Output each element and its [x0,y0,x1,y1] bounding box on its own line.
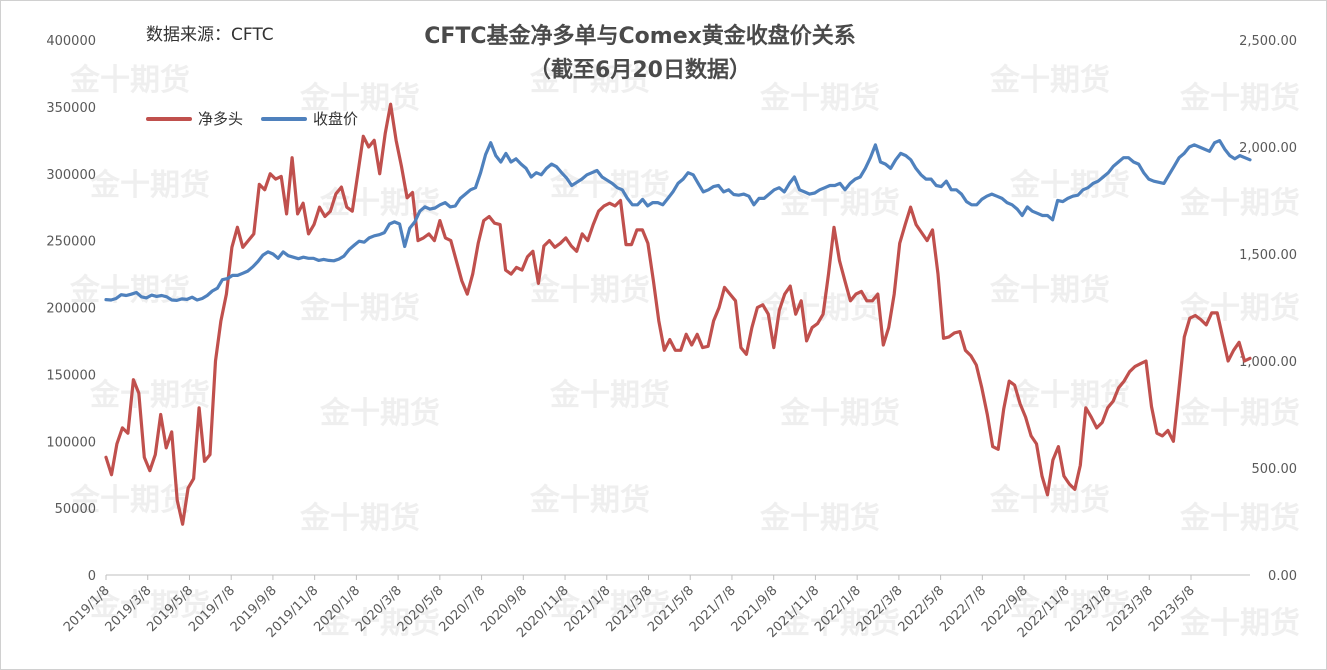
legend-swatch-close-price [261,116,308,121]
y-left-tick-label: 200000 [46,302,96,317]
y-left-tick-label: 350000 [46,101,96,116]
chart-title: CFTC基金净多单与Comex黄金收盘价关系 [424,24,856,49]
y-left-tick-label: 250000 [46,235,96,250]
source-label: 数据来源：CFTC [146,25,274,45]
y-left-tick-label: 100000 [46,435,96,450]
y-right-tick-label: 1,000.00 [1239,355,1297,370]
series-line-net-long [104,102,1252,526]
chart-subtitle: （截至6月20日数据） [529,58,751,83]
legend: 净多头 收盘价 [146,108,358,129]
y-right-tick-label: 2,500.00 [1239,34,1297,49]
series-line-close-price [104,139,1252,302]
y-right-tick-label: 0.00 [1268,569,1297,584]
legend-label-close-price: 收盘价 [313,110,359,128]
y-left-tick-label: 300000 [46,168,96,183]
y-right-tick-label: 2,000.00 [1239,141,1297,156]
y-left-tick-label: 150000 [46,368,96,383]
y-left-tick-label: 50000 [55,502,96,517]
legend-item-close-price: 收盘价 [261,108,358,129]
legend-item-net-long: 净多头 [146,108,243,129]
y-left-tick-label: 0 [88,569,96,584]
x-tick-label: 2023/5/8 [1146,583,1198,635]
legend-label-net-long: 净多头 [198,110,244,128]
y-right-tick-label: 500.00 [1252,462,1298,477]
y-right-tick-label: 1,500.00 [1239,248,1297,263]
legend-swatch-net-long [146,116,192,121]
y-left-tick-label: 400000 [46,34,96,49]
